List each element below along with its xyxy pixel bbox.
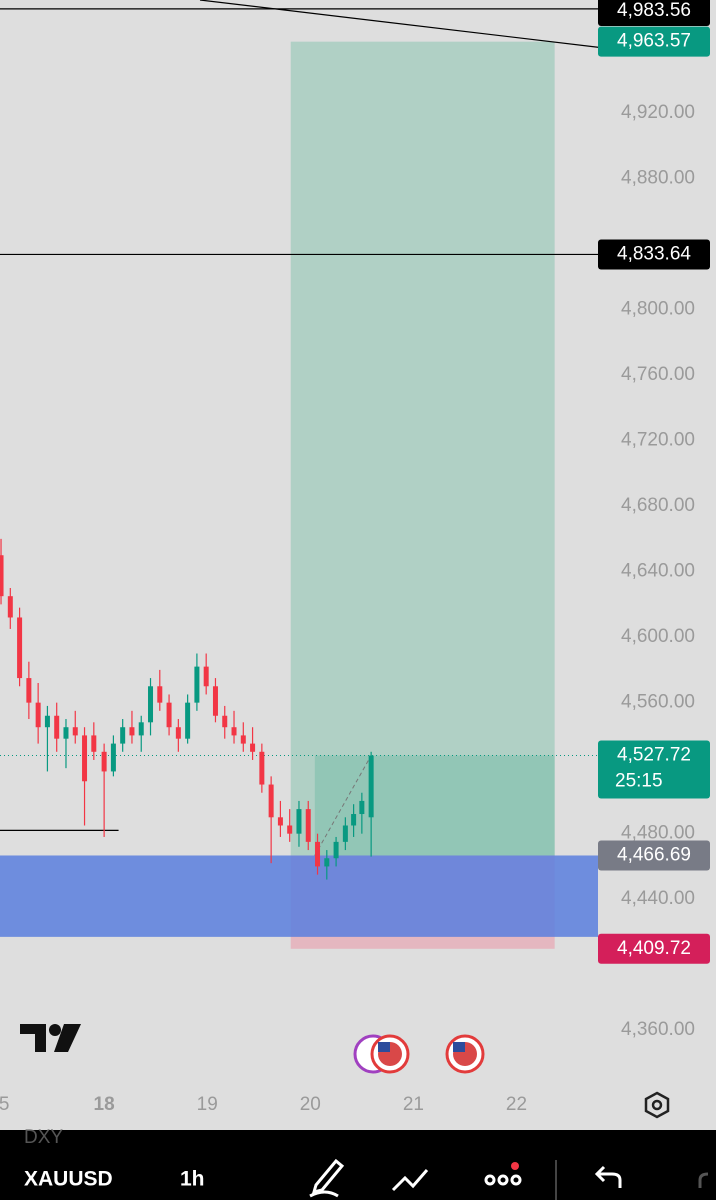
- last-price-tag: [598, 740, 710, 799]
- candle-body: [324, 858, 330, 867]
- notification-dot: [511, 1162, 519, 1170]
- position-progress: [314, 755, 555, 856]
- candle-body: [296, 809, 302, 834]
- interval-button[interactable]: 1h: [180, 1168, 205, 1191]
- candle-body: [333, 841, 339, 859]
- price-tag-label: 4,833.64: [617, 243, 691, 264]
- y-tick-label: 4,560.00: [621, 692, 695, 713]
- more-button[interactable]: [484, 1174, 522, 1186]
- symbol-button[interactable]: XAUUSD: [24, 1168, 113, 1191]
- candle-body: [268, 784, 274, 818]
- candle-body: [44, 715, 50, 728]
- overlay: 4,983.56 4,833.64 4,963.57 4,466.69 4,409.72…: [598, 0, 710, 964]
- candle-body: [110, 743, 116, 772]
- candle-body: [305, 809, 311, 842]
- y-tick-label: 4,600.00: [621, 626, 695, 647]
- entry-tag: [598, 840, 710, 871]
- candle-body: [166, 702, 172, 728]
- last-price-label: 4,527.72: [617, 745, 691, 766]
- candle-body: [129, 727, 135, 736]
- candle-body: [277, 817, 283, 826]
- candle-body: [222, 715, 228, 728]
- candle-body: [54, 715, 60, 739]
- candle-body: [351, 814, 357, 826]
- position-target-area: [290, 41, 555, 856]
- draw-button[interactable]: [309, 1158, 345, 1198]
- candle-body: [203, 666, 209, 687]
- settings-button[interactable]: [644, 1091, 670, 1119]
- trend-line: [199, 0, 601, 49]
- price-tag-label: 4,983.56: [617, 0, 691, 21]
- x-tick-label: 18: [94, 1094, 115, 1115]
- x-tick-label: 20: [300, 1094, 321, 1115]
- candle-body: [120, 727, 126, 744]
- candle-body: [342, 825, 348, 842]
- candle-body: [148, 686, 154, 723]
- candle-body: [194, 666, 200, 703]
- x-tick-label: 19: [197, 1094, 218, 1115]
- y-tick-label: 4,760.00: [621, 364, 695, 385]
- price-tag: [598, 0, 710, 26]
- candle-body: [368, 755, 374, 818]
- stop-tag-label: 4,409.72: [617, 938, 691, 959]
- y-tick-label: 4,920.00: [621, 102, 695, 123]
- indicator-label: DXY: [24, 1127, 63, 1148]
- toolbar: [0, 1130, 716, 1200]
- candle-body: [35, 702, 41, 728]
- y-tick-label: 4,720.00: [621, 430, 695, 451]
- candle-body: [26, 678, 32, 703]
- candle-body: [259, 751, 265, 785]
- candle-body: [212, 686, 218, 716]
- target-tag: [598, 26, 710, 57]
- candle-body: [157, 686, 163, 703]
- candle-body: [17, 617, 23, 679]
- candle-body: [315, 841, 321, 867]
- redo-button[interactable]: [698, 1172, 709, 1188]
- countdown-label: 25:15: [615, 771, 663, 792]
- entry-tag-label: 4,466.69: [617, 844, 691, 865]
- x-tick-label: 22: [506, 1094, 527, 1115]
- candle-body: [359, 800, 365, 815]
- y-tick-label: 4,800.00: [621, 299, 695, 320]
- position-path: [314, 755, 372, 856]
- event-icons[interactable]: [353, 1034, 485, 1074]
- candle-body: [91, 735, 97, 752]
- candle-body: [287, 825, 293, 834]
- y-tick-label: 4,440.00: [621, 888, 695, 909]
- y-tick-label: 4,480.00: [621, 823, 695, 844]
- candle-body: [175, 727, 181, 739]
- candle-body: [72, 727, 78, 736]
- candle-body: [250, 743, 256, 752]
- candle-body: [7, 596, 13, 618]
- target-tag-label: 4,963.57: [617, 31, 691, 52]
- logo: [20, 1024, 81, 1052]
- x-tick-label: 21: [403, 1094, 424, 1115]
- candle-body: [231, 727, 237, 736]
- candle-body: [240, 735, 246, 744]
- y-tick-label: 4,880.00: [621, 168, 695, 189]
- trend-button[interactable]: [391, 1169, 429, 1192]
- candle-body: [138, 722, 144, 736]
- settings-icon: [651, 1099, 663, 1111]
- y-tick-label: 4,640.00: [621, 561, 695, 582]
- candle-body: [0, 555, 4, 597]
- zone: [0, 855, 598, 937]
- price-tag: [598, 239, 710, 270]
- candle-body: [185, 702, 191, 739]
- candle-body: [101, 751, 107, 772]
- y-tick-label: 4,360.00: [621, 1019, 695, 1040]
- x-tick-label: 5: [0, 1094, 9, 1115]
- candle-body: [82, 735, 88, 782]
- candle-body: [63, 727, 69, 739]
- undo-button[interactable]: [594, 1165, 622, 1188]
- plot-area: 4,360.00 4,440.00 4,480.00 4,560.00 4,600.00…: [0, 0, 695, 1115]
- y-tick-label: 4,680.00: [621, 495, 695, 516]
- stop-tag: [598, 933, 710, 964]
